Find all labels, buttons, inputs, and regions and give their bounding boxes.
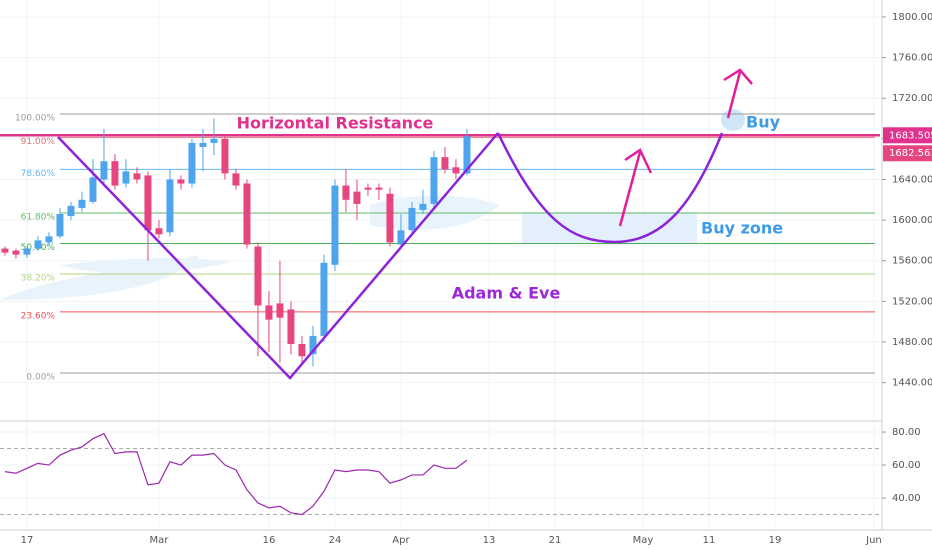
x-tick-label: 24 bbox=[329, 535, 342, 546]
candle-body bbox=[45, 236, 53, 243]
candle-body bbox=[243, 183, 251, 245]
candle-body bbox=[342, 185, 350, 200]
price-tag bbox=[883, 127, 932, 144]
candle-body bbox=[166, 179, 174, 233]
annotation: Buy bbox=[746, 113, 781, 132]
candle-body bbox=[34, 240, 42, 249]
x-tick-label: 16 bbox=[263, 535, 276, 546]
candle-body bbox=[320, 262, 328, 336]
axes: 17 Mar 16 24 Apr 13 21 May 11 19 Jun 1440.000 1480.0… bbox=[21, 12, 932, 546]
candle-body bbox=[309, 335, 317, 355]
arrow bbox=[726, 71, 742, 119]
fib-label: 100.00% bbox=[15, 113, 55, 123]
y-tick-label: 80.00 bbox=[892, 427, 921, 438]
y-tick-label: 40.00 bbox=[892, 493, 921, 504]
fib-label: 78.60% bbox=[21, 169, 56, 179]
x-tick-label: Mar bbox=[150, 535, 170, 546]
buy-zone-box bbox=[522, 212, 697, 243]
candle-body bbox=[122, 171, 130, 184]
candle-body bbox=[386, 193, 394, 243]
candle-body bbox=[452, 167, 460, 174]
y-tick-label: 1760.000 bbox=[892, 53, 932, 64]
arrow-head bbox=[723, 68, 753, 85]
arrow-head bbox=[624, 148, 653, 174]
candle-body bbox=[12, 250, 20, 255]
price-tag-label: 1683.505 bbox=[889, 130, 932, 141]
x-tick-label: Jun bbox=[865, 535, 882, 546]
y-tick-label: 1600.000 bbox=[892, 215, 932, 226]
candle-body bbox=[100, 161, 108, 180]
candle-body bbox=[331, 185, 339, 265]
y-tick-label: 1800.000 bbox=[892, 12, 932, 23]
candle-body bbox=[287, 309, 295, 345]
candle-body bbox=[397, 230, 405, 245]
y-tick-label: 1640.000 bbox=[892, 174, 932, 185]
u-pattern bbox=[496, 132, 724, 244]
candle-body bbox=[155, 228, 163, 235]
candle-body bbox=[353, 191, 361, 204]
fib-label: 0.00% bbox=[26, 372, 55, 382]
y-tick-label: 1520.000 bbox=[892, 296, 932, 307]
candle-body bbox=[298, 344, 306, 357]
x-tick-label: 21 bbox=[549, 535, 562, 546]
y-tick-label: 1720.000 bbox=[892, 93, 932, 104]
v-pattern bbox=[57, 132, 499, 380]
candles bbox=[1, 118, 471, 367]
candle-body bbox=[56, 214, 64, 237]
candle-body bbox=[144, 175, 152, 231]
annotation: Horizontal Resistance bbox=[237, 114, 434, 133]
candle-body bbox=[430, 157, 438, 204]
y-tick-label: 1480.000 bbox=[892, 337, 932, 348]
fib-label: 38.20% bbox=[21, 273, 56, 283]
rsi-pane bbox=[0, 432, 880, 516]
x-tick-label: Apr bbox=[392, 535, 410, 546]
fib-label: 91.00% bbox=[21, 137, 56, 147]
candle-body bbox=[364, 187, 372, 190]
price-tag-label: 1682.561 bbox=[889, 148, 932, 159]
candle-body bbox=[441, 157, 449, 170]
candle-body bbox=[188, 142, 196, 184]
candle-body bbox=[111, 161, 119, 186]
price-tag bbox=[883, 145, 932, 162]
buy-marker bbox=[721, 109, 745, 131]
candle-body bbox=[408, 207, 416, 231]
candle-body bbox=[199, 142, 207, 147]
annotation: Adam & Eve bbox=[452, 284, 561, 303]
candle-body bbox=[210, 138, 218, 143]
candle-body bbox=[1, 248, 9, 253]
rsi-line bbox=[4, 432, 468, 516]
y-tick-label: 1560.000 bbox=[892, 256, 932, 267]
candle-body bbox=[419, 203, 427, 210]
candle-body bbox=[265, 305, 273, 320]
candle-body bbox=[177, 179, 185, 184]
candle-body bbox=[133, 173, 141, 180]
candle-body bbox=[78, 199, 86, 208]
candle-body bbox=[89, 177, 97, 202]
candle-body bbox=[254, 246, 262, 306]
candle-body bbox=[375, 187, 383, 190]
candle-body bbox=[221, 138, 229, 174]
x-tick-label: 11 bbox=[703, 535, 716, 546]
cloud bbox=[60, 258, 230, 274]
candle-body bbox=[232, 173, 240, 186]
x-tick-label: May bbox=[633, 535, 654, 546]
y-tick-label: 60.00 bbox=[892, 460, 921, 471]
candle-body bbox=[463, 136, 471, 174]
candle-body bbox=[276, 303, 284, 318]
fib-label: 61.80% bbox=[21, 212, 56, 222]
candle-body bbox=[67, 205, 75, 217]
x-tick-label: 19 bbox=[769, 535, 782, 546]
x-tick-label: 17 bbox=[21, 535, 34, 546]
fib-label: 23.60% bbox=[21, 311, 56, 321]
x-tick-label: 13 bbox=[483, 535, 496, 546]
annotation: Buy zone bbox=[701, 219, 783, 238]
candle-body bbox=[23, 248, 31, 255]
y-tick-label: 1440.000 bbox=[892, 378, 932, 389]
arrow bbox=[618, 151, 642, 227]
